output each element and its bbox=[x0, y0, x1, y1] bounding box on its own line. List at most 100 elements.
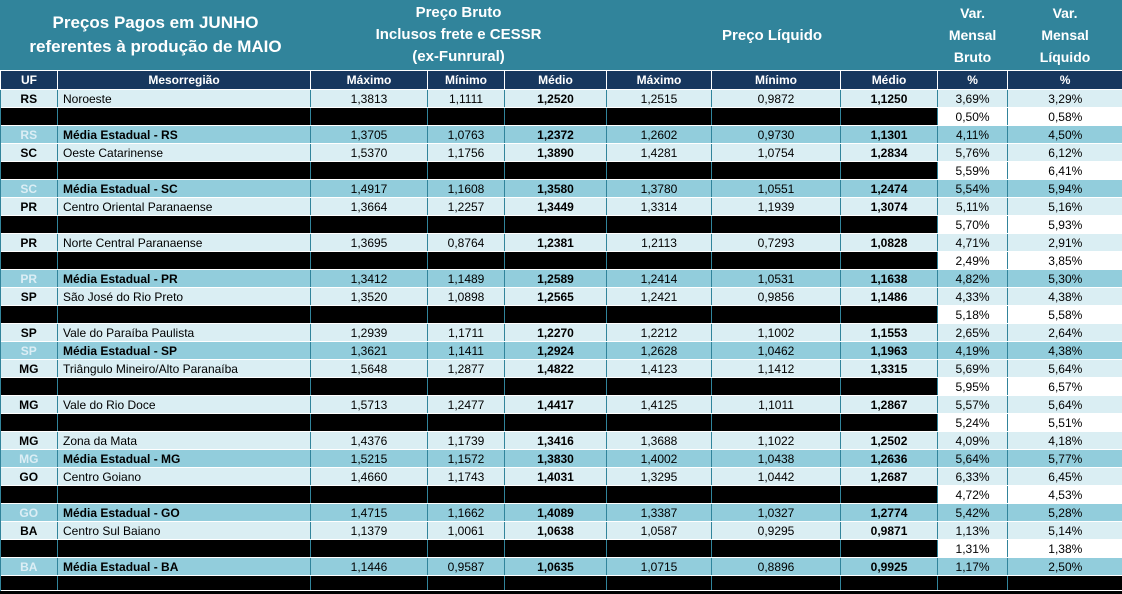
redacted-value-cell bbox=[310, 215, 429, 234]
value-cell-bruto: 1,3412 bbox=[310, 269, 429, 288]
var-liquido-cell: 6,12% bbox=[1007, 143, 1122, 162]
value-cell-liquido: 1,0438 bbox=[711, 449, 842, 468]
var-liquido-cell: 5,14% bbox=[1007, 521, 1122, 540]
group-header-preco-liquido: Preço Líquido bbox=[606, 0, 938, 71]
var-liquido-cell: 4,38% bbox=[1007, 341, 1122, 360]
value-cell-bruto: 1,5713 bbox=[310, 395, 429, 414]
value-cell-liquido: 1,0327 bbox=[711, 503, 842, 522]
mesorregiao-cell: Média Estadual - BA bbox=[57, 557, 312, 576]
value-cell-bruto: 1,2565 bbox=[504, 287, 608, 306]
value-cell-bruto: 1,3830 bbox=[504, 449, 608, 468]
value-cell-liquido: 1,2502 bbox=[840, 431, 939, 450]
state-average-row: PR Média Estadual - PR 1,3412 1,1489 1,2589 1… bbox=[0, 269, 1122, 288]
uf-cell: PR bbox=[0, 197, 58, 216]
mesorregiao-cell: Noroeste bbox=[57, 89, 312, 108]
value-cell-liquido: 1,4123 bbox=[606, 359, 713, 378]
gap-cell bbox=[0, 590, 1122, 591]
value-cell-liquido: 1,1412 bbox=[711, 359, 842, 378]
state-average-row: RS Média Estadual - RS 1,3705 1,0763 1,2372 1… bbox=[0, 125, 1122, 144]
var-liquido-cell: 2,50% bbox=[1007, 557, 1122, 576]
uf-cell: BA bbox=[0, 557, 58, 576]
redacted-value-cell bbox=[427, 485, 506, 504]
value-cell-liquido: 0,9871 bbox=[840, 521, 939, 540]
var-liquido-cell: 5,64% bbox=[1007, 395, 1122, 414]
redacted-uf-cell bbox=[0, 377, 58, 396]
value-cell-bruto: 1,1489 bbox=[427, 269, 506, 288]
mesorregiao-cell: Média Estadual - GO bbox=[57, 503, 312, 522]
var-liquido-cell: 3,29% bbox=[1007, 89, 1122, 108]
redacted-value-cell bbox=[606, 161, 713, 180]
table-row: MG Triângulo Mineiro/Alto Paranaíba 1,5648… bbox=[0, 359, 1122, 378]
var-liquido-cell: 5,30% bbox=[1007, 269, 1122, 288]
mesorregiao-cell: Norte Central Paranaense bbox=[57, 233, 312, 252]
value-cell-liquido: 1,2113 bbox=[606, 233, 713, 252]
var-liquido-cell: 6,45% bbox=[1007, 467, 1122, 486]
redacted-mesorregiao-cell bbox=[57, 161, 312, 180]
mesorregiao-cell: Média Estadual - MG bbox=[57, 449, 312, 468]
var-bruto-cell: 5,24% bbox=[937, 413, 1009, 432]
redacted-value-cell bbox=[840, 215, 939, 234]
redacted-value-cell bbox=[711, 161, 842, 180]
redacted-value-cell bbox=[840, 107, 939, 126]
mesorregiao-cell: Centro Sul Baiano bbox=[57, 521, 312, 540]
state-average-row: SC Média Estadual - SC 1,4917 1,1608 1,3580 1… bbox=[0, 179, 1122, 198]
redacted-value-cell bbox=[504, 215, 608, 234]
value-cell-bruto: 1,3695 bbox=[310, 233, 429, 252]
value-cell-liquido: 1,1002 bbox=[711, 323, 842, 342]
var-bruto-cell: 6,33% bbox=[937, 467, 1009, 486]
redacted-row: 5,24% 5,51% bbox=[0, 413, 1122, 432]
page-title: Preços Pagos em JUNHO referentes à produ… bbox=[0, 0, 311, 71]
table-row: SC Oeste Catarinense 1,5370 1,1756 1,3890 1,4… bbox=[0, 143, 1122, 162]
redacted-value-cell bbox=[427, 251, 506, 270]
col-header-bruto-medio: Médio bbox=[504, 70, 608, 90]
var-bruto-cell: 5,57% bbox=[937, 395, 1009, 414]
redacted-value-cell bbox=[427, 575, 506, 591]
group-header-var-mensal-bruto: Var. Mensal Bruto bbox=[937, 0, 1008, 71]
redacted-row: 5,18% 5,58% bbox=[0, 305, 1122, 324]
redacted-value-cell bbox=[840, 305, 939, 324]
value-cell-bruto: 1,4376 bbox=[310, 431, 429, 450]
value-cell-bruto: 1,2372 bbox=[504, 125, 608, 144]
var-liquido-cell: 5,93% bbox=[1007, 215, 1122, 234]
redacted-uf-cell bbox=[0, 161, 58, 180]
value-cell-liquido: 1,0551 bbox=[711, 179, 842, 198]
redacted-uf-cell bbox=[0, 107, 58, 126]
redacted-value-cell bbox=[840, 485, 939, 504]
redacted-value-cell bbox=[427, 413, 506, 432]
var-bruto-cell: 5,18% bbox=[937, 305, 1009, 324]
value-cell-bruto: 1,3890 bbox=[504, 143, 608, 162]
redacted-value-cell bbox=[310, 305, 429, 324]
value-cell-bruto: 1,1739 bbox=[427, 431, 506, 450]
value-cell-bruto: 1,5215 bbox=[310, 449, 429, 468]
column-header-row: UF Mesorregião Máximo Mínimo Médio Máxim… bbox=[0, 70, 1122, 90]
redacted-value-cell bbox=[840, 575, 939, 591]
var-liquido-cell: 5,16% bbox=[1007, 197, 1122, 216]
var-bruto-cell: 5,76% bbox=[937, 143, 1009, 162]
var-bruto-cell: 1,17% bbox=[937, 557, 1009, 576]
value-cell-bruto: 1,3520 bbox=[310, 287, 429, 306]
table-row: SP Vale do Paraíba Paulista 1,2939 1,1711 1,… bbox=[0, 323, 1122, 342]
var-liquido-cell: 6,41% bbox=[1007, 161, 1122, 180]
value-cell-bruto: 1,2257 bbox=[427, 197, 506, 216]
value-cell-bruto: 1,3580 bbox=[504, 179, 608, 198]
redacted-value-cell bbox=[310, 161, 429, 180]
value-cell-liquido: 1,2515 bbox=[606, 89, 713, 108]
var-liquido-cell: 5,51% bbox=[1007, 413, 1122, 432]
value-cell-liquido: 0,9295 bbox=[711, 521, 842, 540]
mesorregiao-cell: Centro Oriental Paranaense bbox=[57, 197, 312, 216]
value-cell-liquido: 1,2687 bbox=[840, 467, 939, 486]
redacted-value-cell bbox=[711, 305, 842, 324]
var-bruto-cell: 4,11% bbox=[937, 125, 1009, 144]
var-liquido-cell: 3,85% bbox=[1007, 251, 1122, 270]
group-header-preco-bruto: Preço Bruto Inclusos frete e CESSR (ex-F… bbox=[310, 0, 607, 71]
col-header-mesorregiao: Mesorregião bbox=[56, 70, 312, 90]
var-bruto-cell: 4,72% bbox=[937, 485, 1009, 504]
value-cell-bruto: 1,2939 bbox=[310, 323, 429, 342]
redacted-value-cell bbox=[606, 305, 713, 324]
var-bruto-cell: 1,31% bbox=[937, 539, 1009, 558]
value-cell-liquido: 1,1022 bbox=[711, 431, 842, 450]
value-cell-bruto: 0,9587 bbox=[427, 557, 506, 576]
redacted-value-cell bbox=[427, 377, 506, 396]
value-cell-bruto: 1,1446 bbox=[310, 557, 429, 576]
redacted-value-cell bbox=[606, 539, 713, 558]
